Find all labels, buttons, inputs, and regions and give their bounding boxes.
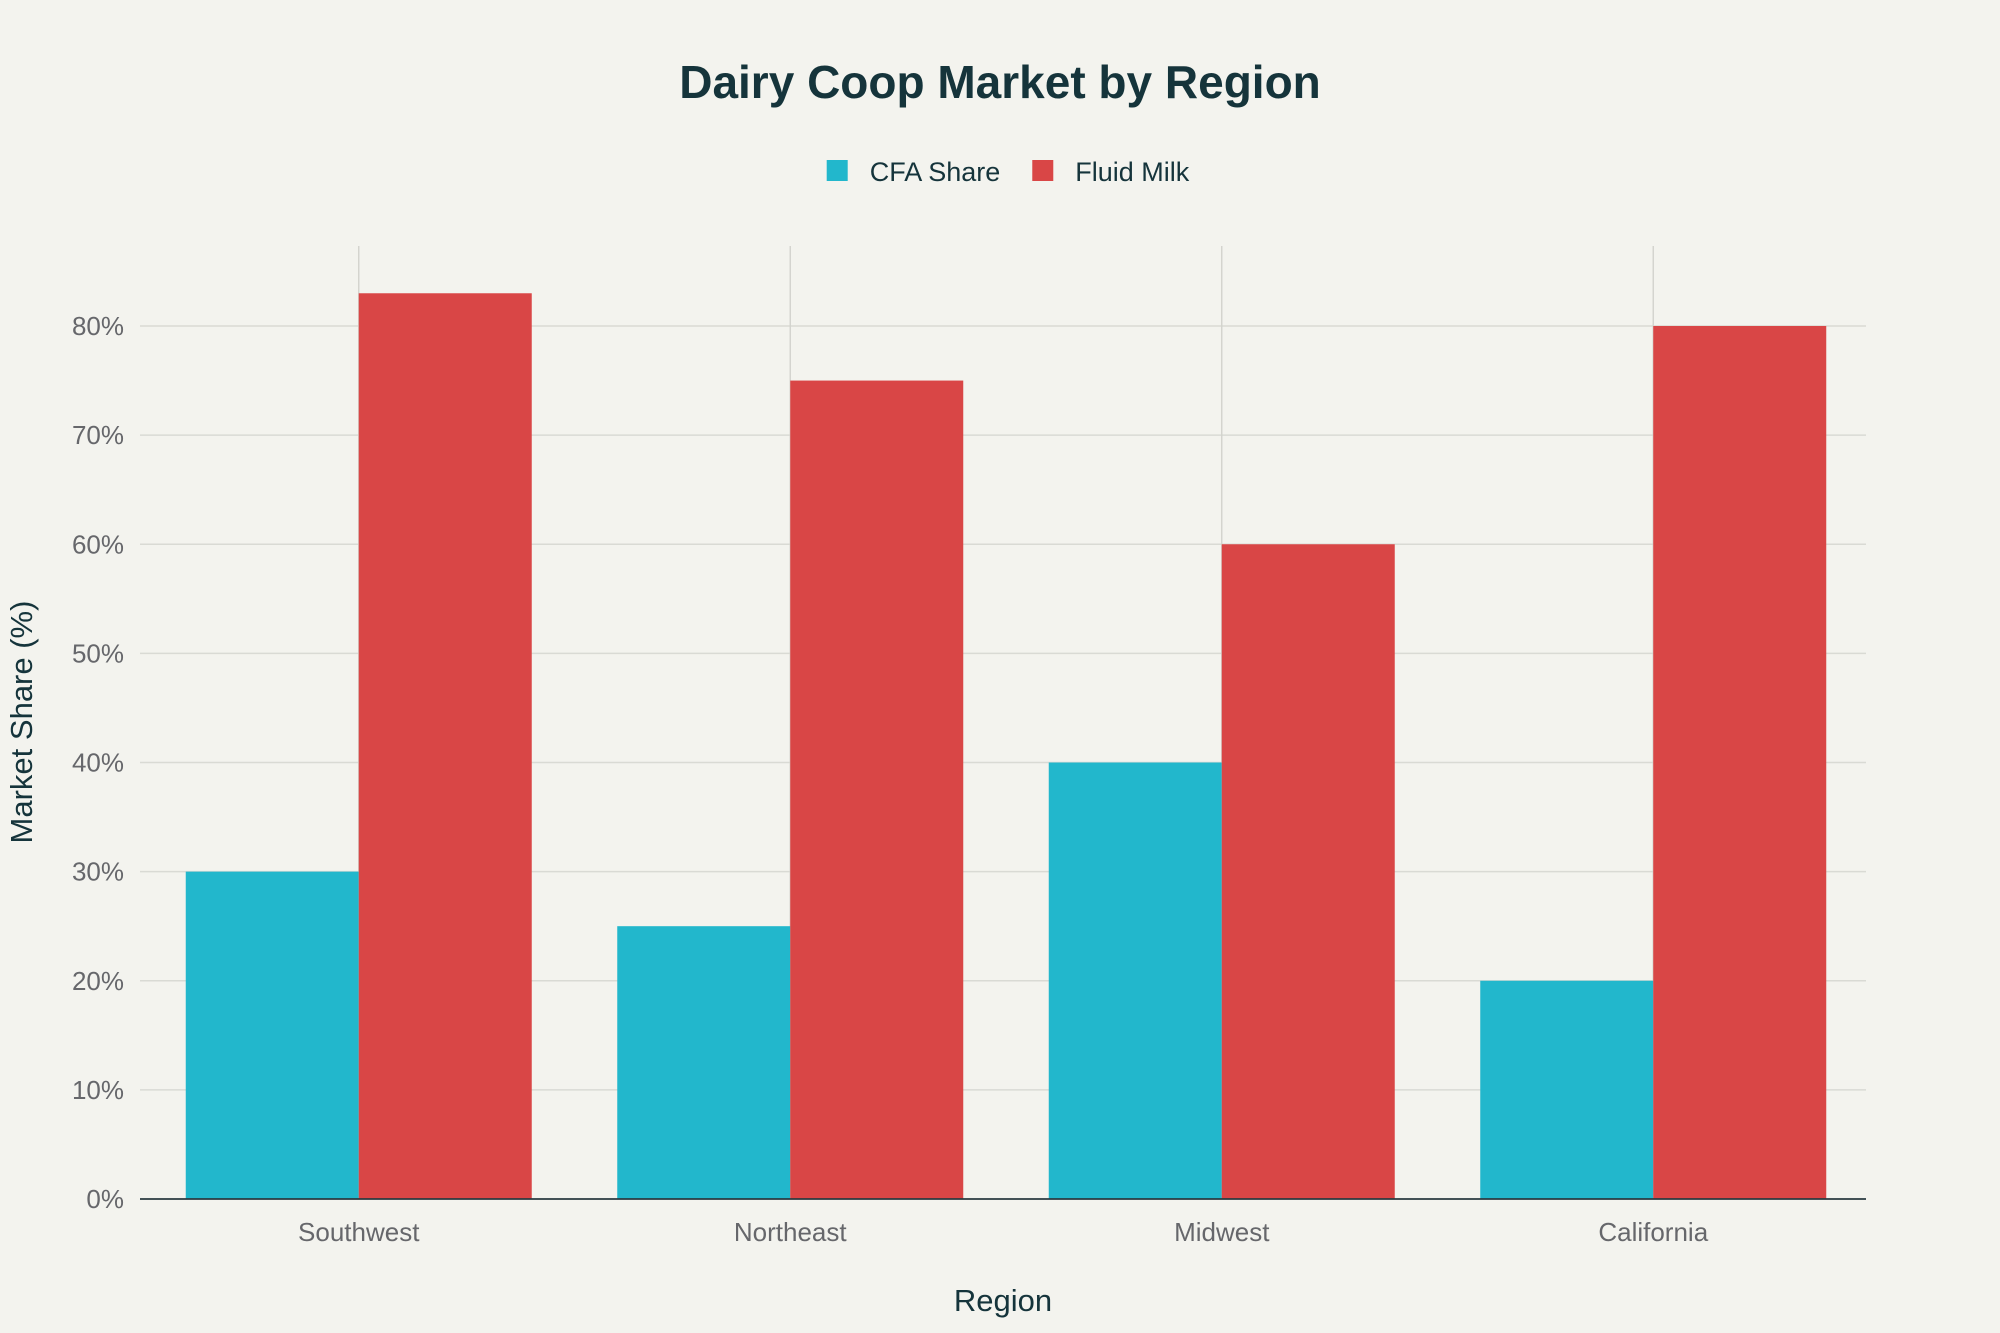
- y-tick-label-80: 80%: [72, 311, 124, 341]
- bar-cfa-share-midwest: [1048, 762, 1222, 1199]
- y-axis-ticks: 0% 10% 20% 30% 40% 50% 60% 70% 80%: [72, 311, 124, 1214]
- vertical-gridlines: [358, 246, 1654, 1199]
- y-tick-label-20: 20%: [72, 966, 124, 996]
- y-axis-title: Market Share (%): [4, 601, 39, 844]
- y-tick-label-10: 10%: [72, 1075, 124, 1105]
- x-axis-title: Region: [954, 1283, 1052, 1318]
- legend-swatch-fluid-milk: [1032, 160, 1054, 181]
- y-tick-label-40: 40%: [72, 748, 124, 778]
- x-tick-label-california: California: [1598, 1217, 1708, 1247]
- x-tick-label-southwest: Southwest: [298, 1217, 420, 1247]
- y-tick-label-0: 0%: [86, 1184, 124, 1214]
- x-tick-label-northeast: Northeast: [734, 1217, 847, 1247]
- bars: [185, 293, 1827, 1199]
- legend-label-fluid-milk: Fluid Milk: [1075, 157, 1190, 187]
- x-axis-ticks: Southwest Northeast Midwest California: [298, 1217, 1709, 1247]
- x-tick-label-midwest: Midwest: [1174, 1217, 1270, 1247]
- bar-fluid-milk-southwest: [358, 293, 532, 1199]
- bar-fluid-milk-california: [1653, 326, 1827, 1199]
- bar-cfa-share-northeast: [617, 926, 791, 1199]
- y-tick-label-60: 60%: [72, 529, 124, 559]
- chart-title: Dairy Coop Market by Region: [679, 56, 1321, 108]
- bar-cfa-share-california: [1480, 980, 1654, 1199]
- legend: CFA Share Fluid Milk: [826, 157, 1190, 187]
- y-tick-label-30: 30%: [72, 857, 124, 887]
- bar-fluid-milk-midwest: [1221, 544, 1395, 1199]
- bar-cfa-share-southwest: [185, 871, 359, 1199]
- y-tick-label-50: 50%: [72, 638, 124, 668]
- legend-swatch-cfa-share: [826, 160, 848, 181]
- legend-label-cfa-share: CFA Share: [870, 157, 1001, 187]
- y-tick-label-70: 70%: [72, 420, 124, 450]
- bar-fluid-milk-northeast: [790, 380, 964, 1199]
